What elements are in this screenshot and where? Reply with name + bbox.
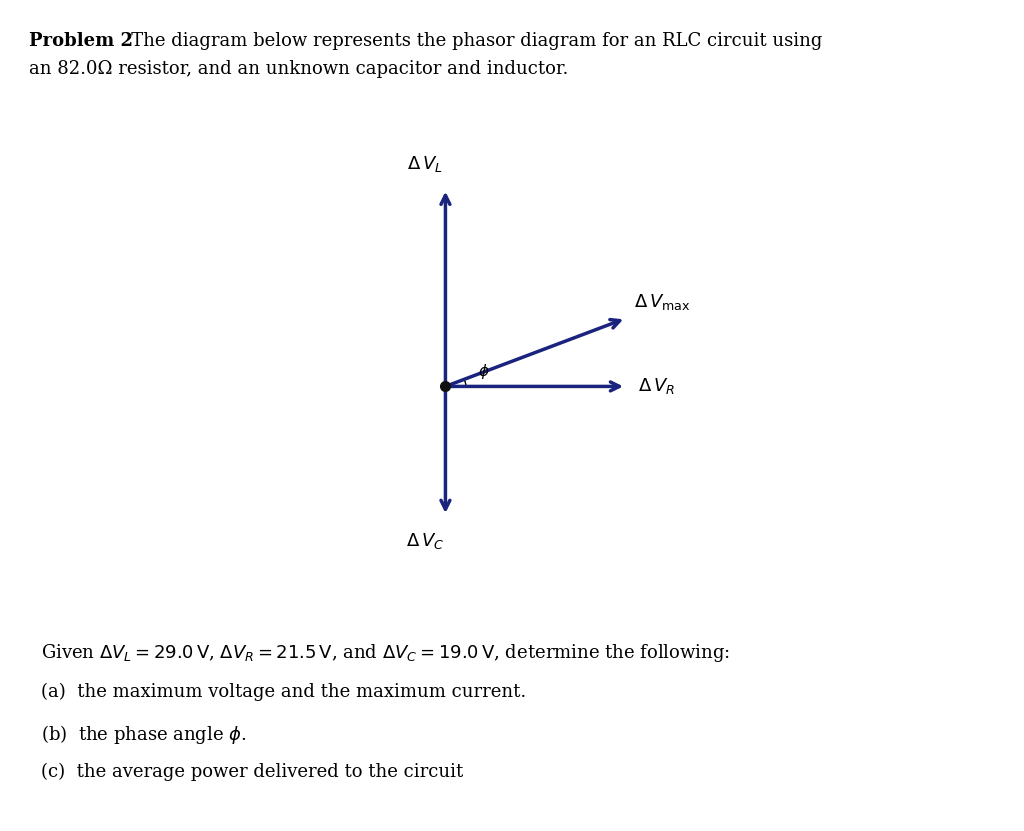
Text: an 82.0Ω resistor, and an unknown capacitor and inductor.: an 82.0Ω resistor, and an unknown capaci…: [29, 60, 568, 78]
Text: (c)  the average power delivered to the circuit: (c) the average power delivered to the c…: [41, 763, 463, 781]
Text: (a)  the maximum voltage and the maximum current.: (a) the maximum voltage and the maximum …: [41, 683, 526, 701]
Text: $\phi$: $\phi$: [477, 361, 489, 381]
Text: $\Delta\,V_R$: $\Delta\,V_R$: [638, 376, 676, 396]
Text: The diagram below represents the phasor diagram for an RLC circuit using: The diagram below represents the phasor …: [114, 32, 822, 50]
Text: $\Delta\,V_{\mathrm{max}}$: $\Delta\,V_{\mathrm{max}}$: [634, 292, 691, 312]
Text: $\Delta\,V_L$: $\Delta\,V_L$: [408, 154, 442, 174]
Text: Given $\Delta V_L = 29.0\,\mathrm{V}$, $\Delta V_R = 21.5\,\mathrm{V}$, and $\De: Given $\Delta V_L = 29.0\,\mathrm{V}$, $…: [41, 642, 730, 663]
Text: $\Delta\,V_C$: $\Delta\,V_C$: [406, 531, 444, 551]
Text: Problem 2: Problem 2: [29, 32, 133, 50]
Text: (b)  the phase angle $\phi$.: (b) the phase angle $\phi$.: [41, 723, 247, 746]
